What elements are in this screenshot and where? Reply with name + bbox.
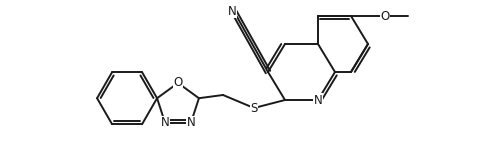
Text: S: S <box>250 102 258 114</box>
Text: N: N <box>228 5 236 18</box>
Text: N: N <box>186 116 196 129</box>
Text: N: N <box>160 116 170 129</box>
Text: O: O <box>174 76 182 90</box>
Text: N: N <box>314 93 322 106</box>
Text: O: O <box>380 10 390 22</box>
